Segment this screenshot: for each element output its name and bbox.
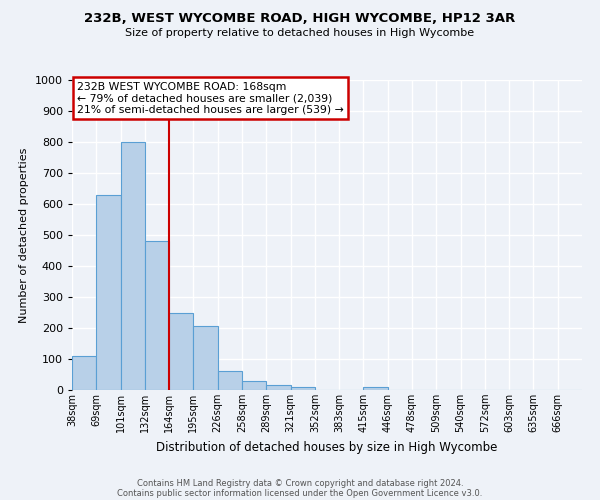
Bar	[266, 386, 290, 390]
Text: Contains HM Land Registry data © Crown copyright and database right 2024.: Contains HM Land Registry data © Crown c…	[137, 478, 463, 488]
Y-axis label: Number of detached properties: Number of detached properties	[19, 148, 29, 322]
Bar	[121, 142, 145, 390]
Text: 232B, WEST WYCOMBE ROAD, HIGH WYCOMBE, HP12 3AR: 232B, WEST WYCOMBE ROAD, HIGH WYCOMBE, H…	[85, 12, 515, 26]
Bar	[72, 356, 96, 390]
Bar	[145, 241, 169, 390]
Bar	[364, 387, 388, 390]
X-axis label: Distribution of detached houses by size in High Wycombe: Distribution of detached houses by size …	[157, 440, 497, 454]
Bar	[193, 326, 218, 390]
Bar	[290, 387, 315, 390]
Text: Size of property relative to detached houses in High Wycombe: Size of property relative to detached ho…	[125, 28, 475, 38]
Bar	[242, 382, 266, 390]
Bar	[96, 194, 121, 390]
Text: 232B WEST WYCOMBE ROAD: 168sqm
← 79% of detached houses are smaller (2,039)
21% : 232B WEST WYCOMBE ROAD: 168sqm ← 79% of …	[77, 82, 344, 115]
Text: Contains public sector information licensed under the Open Government Licence v3: Contains public sector information licen…	[118, 488, 482, 498]
Bar	[218, 372, 242, 390]
Bar	[169, 312, 193, 390]
